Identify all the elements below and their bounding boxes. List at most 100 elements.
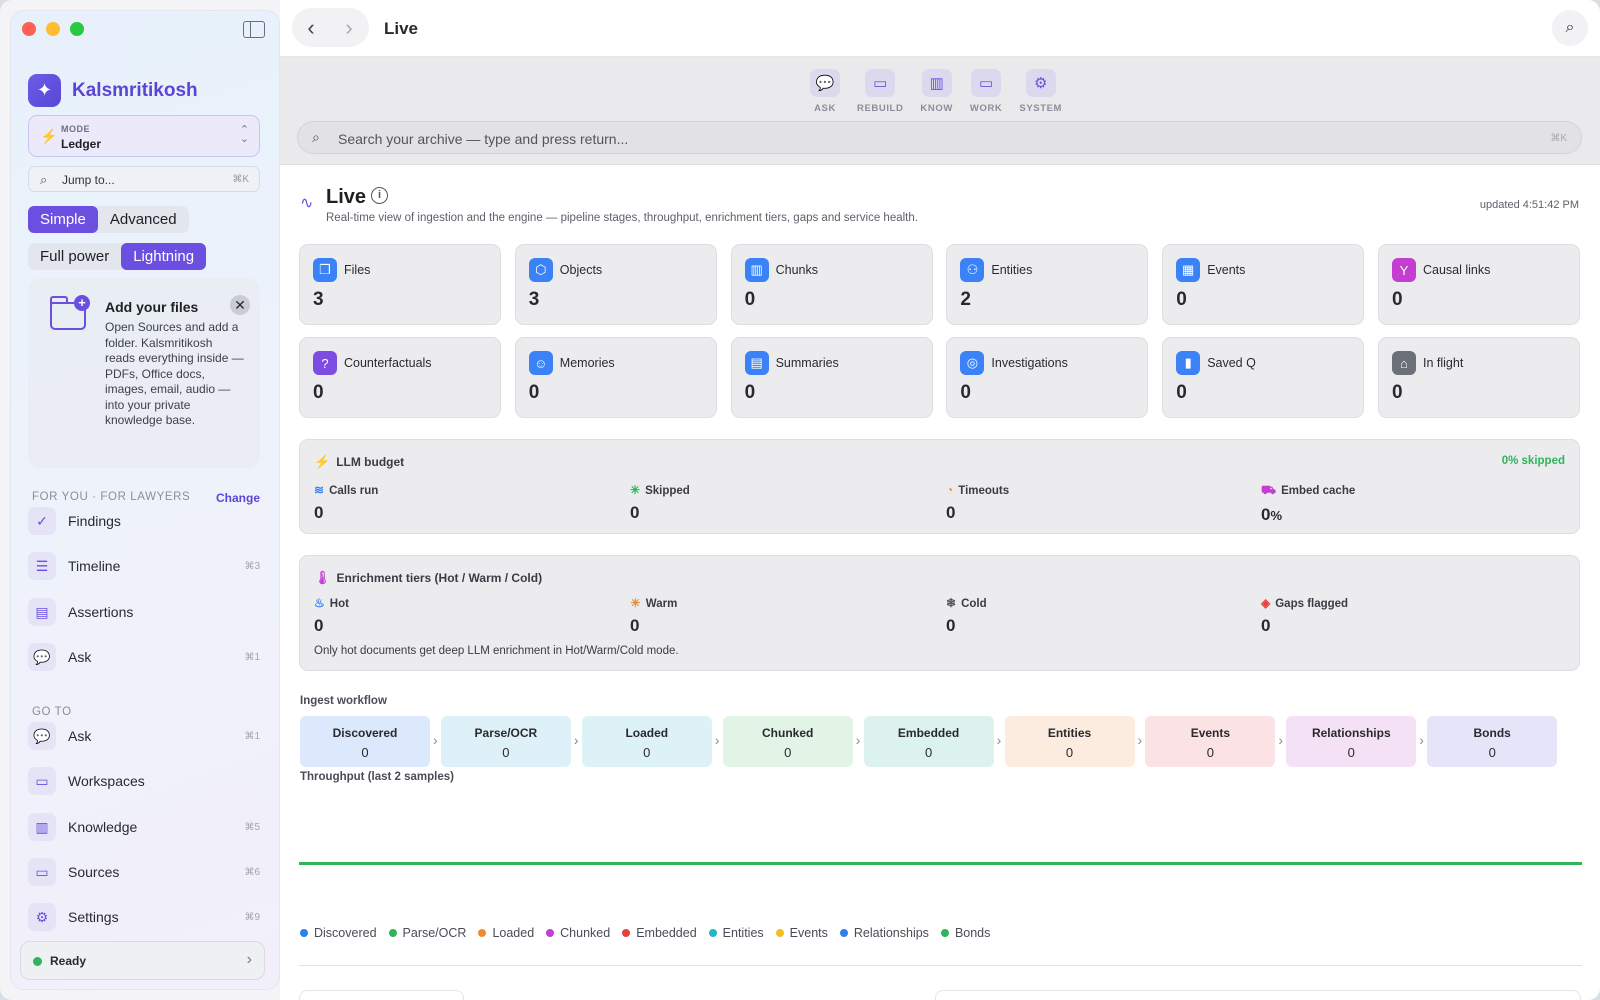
- summaries-icon: ▤: [744, 351, 769, 375]
- forward-button[interactable]: ›: [345, 14, 353, 40]
- sidebar-toggle-icon[interactable]: [243, 21, 265, 38]
- sparkle-icon: ✦: [28, 74, 61, 107]
- legend-dot-icon: [775, 929, 784, 937]
- stat-card[interactable]: ? Counterfactuals 0: [299, 337, 501, 418]
- workflow-stage: Bonds 0: [1427, 716, 1558, 767]
- minimize-window-button[interactable]: [46, 22, 60, 36]
- tool-know[interactable]: ▥ KNOW: [920, 69, 952, 114]
- sidebar-item-sources[interactable]: ▭ Sources ⌘6: [28, 856, 260, 888]
- metric-label-text: Calls run: [329, 485, 379, 497]
- metric-timeouts: ◔ Timeouts 0: [946, 483, 1246, 523]
- archive-search-input[interactable]: ⌕ Search your archive — type and press r…: [297, 121, 1582, 154]
- search-button[interactable]: ⌕: [1552, 10, 1588, 46]
- zoom-window-button[interactable]: [70, 22, 84, 36]
- stat-card[interactable]: ◎ Investigations 0: [946, 337, 1149, 418]
- stat-label: Saved Q: [1207, 356, 1256, 370]
- stat-card[interactable]: ▮ Saved Q 0: [1162, 337, 1365, 418]
- ask-icon: 💬: [28, 643, 56, 671]
- sidebar-item-ask-goto[interactable]: 💬 Ask ⌘1: [28, 720, 260, 752]
- complexity-toggle: Simple Advanced: [28, 206, 189, 233]
- sidebar-item-label: Ask: [68, 728, 92, 744]
- metric-value-text: 0: [1261, 505, 1271, 524]
- tool-work[interactable]: ▭ WORK: [970, 69, 1002, 114]
- sidebar-item-settings[interactable]: ⚙ Settings ⌘9: [28, 901, 260, 933]
- tool-label: REBUILD: [857, 103, 904, 114]
- stat-cards: ❐ Files 3 ⬡ Objects 3 ▥ Chunks 0 ⚇ Entities 2 ▦ Event…: [299, 244, 1580, 418]
- sidebar-item-assertions[interactable]: ▤ Assertions: [28, 596, 260, 628]
- sidebar-item-knowledge[interactable]: ▥ Knowledge ⌘5: [28, 811, 260, 843]
- mode-selector[interactable]: ⚡ MODE Ledger ⌃ ⌄: [28, 115, 260, 157]
- stat-card[interactable]: ⬡ Objects 3: [514, 244, 717, 325]
- page-breadcrumb: Live: [384, 19, 419, 38]
- tool-rebuild[interactable]: ▭ REBUILD: [857, 69, 903, 114]
- entities-icon: ⚇: [960, 258, 985, 282]
- chevron-right-icon: ›: [246, 951, 252, 968]
- lightning-button[interactable]: Lightning: [121, 243, 207, 270]
- stat-card[interactable]: ⌂ In flight 0: [1377, 337, 1580, 418]
- tool-label: ASK: [814, 103, 836, 114]
- library-icon: ▥: [921, 69, 952, 97]
- jump-to-input[interactable]: ⌕ Jump to... ⌘K: [28, 166, 260, 192]
- chevron-updown-icon: ⌃ ⌄: [239, 124, 249, 145]
- stat-card[interactable]: ▦ Events 0: [1162, 244, 1365, 325]
- saved-q-icon: ▮: [1176, 351, 1201, 375]
- metric-gaps-flagged: ◈ Gaps flagged 0: [1261, 596, 1561, 636]
- metric-value: 0: [946, 616, 956, 635]
- workflow-stage: Events 0: [1145, 716, 1276, 767]
- stage-label: Bonds: [1473, 726, 1511, 740]
- back-button[interactable]: ‹: [307, 14, 315, 40]
- stage-label: Entities: [1047, 726, 1092, 740]
- sidebar-item-findings[interactable]: ✓ Findings: [28, 505, 260, 537]
- tool-label: KNOW: [920, 103, 953, 114]
- files-icon: ❐: [313, 258, 337, 282]
- add-files-title: Add your files: [105, 299, 199, 315]
- assertions-icon: ▤: [28, 598, 56, 626]
- stat-card[interactable]: ▤ Summaries 0: [730, 337, 933, 418]
- workflow-stage: Discovered 0: [300, 716, 430, 767]
- sidebar-item-label: Settings: [68, 909, 119, 925]
- shortcut-hint: ⌘6: [244, 866, 260, 878]
- sidebar-item-label: Timeline: [68, 558, 121, 574]
- stat-card[interactable]: ☺ Memories 0: [514, 337, 717, 418]
- stat-label: Objects: [559, 263, 603, 277]
- legend-label: Bonds: [954, 926, 991, 940]
- jump-shortcut: ⌘K: [232, 174, 249, 185]
- advanced-button[interactable]: Advanced: [109, 211, 177, 228]
- stat-card[interactable]: ⚇ Entities 2: [946, 244, 1149, 325]
- status-bar[interactable]: Ready ›: [20, 941, 265, 980]
- legend-label: Chunked: [560, 926, 611, 940]
- sidebar-item-label: Knowledge: [68, 819, 138, 835]
- stage-value: 0: [1347, 745, 1355, 760]
- metric-warm: ☀ Warm 0: [630, 596, 930, 636]
- tool-ask[interactable]: 💬 ASK: [810, 69, 840, 114]
- sources-icon: ▭: [28, 858, 56, 886]
- metric-cold: ❄ Cold 0: [946, 596, 1246, 636]
- metric-label-text: Timeouts: [958, 485, 1010, 497]
- close-icon[interactable]: ✕: [230, 295, 250, 315]
- sidebar-item-workspaces[interactable]: ▭ Workspaces: [28, 765, 260, 797]
- panel-stub: [299, 990, 464, 1000]
- legend-label: Entities: [722, 926, 764, 940]
- search-icon: ⌕: [40, 172, 48, 187]
- for-you-header: FOR YOU · FOR LAWYERS: [32, 491, 191, 503]
- stat-card[interactable]: Y Causal links 0: [1377, 244, 1580, 325]
- stat-card[interactable]: ▥ Chunks 0: [730, 244, 933, 325]
- chevron-right-icon: ›: [1278, 732, 1284, 748]
- legend-dot-icon: [839, 929, 848, 937]
- legend-dot-icon: [940, 929, 949, 937]
- close-window-button[interactable]: [22, 22, 36, 36]
- tool-system[interactable]: ⚙ SYSTEM: [1019, 69, 1062, 114]
- stat-label: Causal links: [1422, 263, 1491, 277]
- status-dot-icon: [33, 957, 42, 966]
- sidebar-item-ask[interactable]: 💬 Ask ⌘1: [28, 641, 260, 673]
- search-icon: ⌕: [312, 129, 320, 145]
- change-link[interactable]: Change: [216, 491, 261, 505]
- jump-to-placeholder: Jump to...: [62, 173, 115, 187]
- sidebar-item-timeline[interactable]: ☰ Timeline ⌘3: [28, 550, 260, 582]
- stat-card[interactable]: ❐ Files 3: [299, 244, 501, 325]
- full-power-button[interactable]: Full power: [40, 248, 110, 265]
- info-icon[interactable]: i: [371, 187, 388, 204]
- simple-button[interactable]: Simple: [28, 206, 98, 233]
- chevron-right-icon: ›: [996, 732, 1002, 748]
